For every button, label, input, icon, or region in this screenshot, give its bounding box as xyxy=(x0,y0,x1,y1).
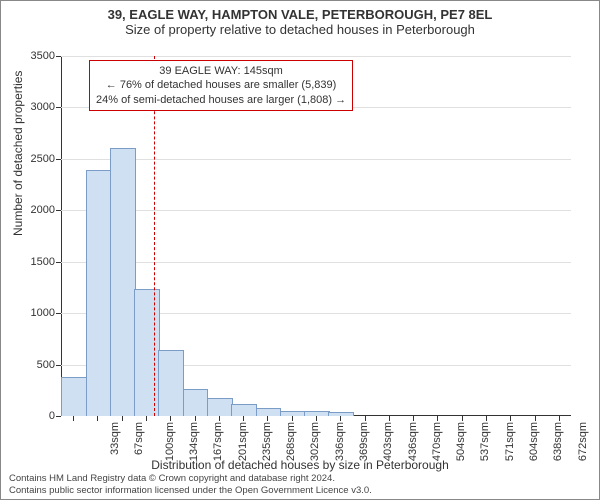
histogram-bar xyxy=(110,148,136,416)
histogram-bar xyxy=(231,404,257,416)
xtick-mark xyxy=(195,416,196,421)
ytick-label: 1500 xyxy=(31,256,61,268)
xtick-label: 638sqm xyxy=(552,422,564,461)
xtick-mark xyxy=(462,416,463,421)
xtick-mark xyxy=(316,416,317,421)
gridline xyxy=(61,210,571,211)
xtick-mark xyxy=(122,416,123,421)
xtick-label: 268sqm xyxy=(285,422,297,461)
xtick-label: 33sqm xyxy=(109,422,121,455)
xtick-mark xyxy=(365,416,366,421)
xtick-mark xyxy=(219,416,220,421)
xtick-label: 571sqm xyxy=(504,422,516,461)
xtick-label: 235sqm xyxy=(261,422,273,461)
xtick-label: 336sqm xyxy=(334,422,346,461)
xtick-mark xyxy=(267,416,268,421)
footer-line-2: Contains public sector information licen… xyxy=(9,485,591,496)
xtick-label: 167sqm xyxy=(212,422,224,461)
plot-area: 39 EAGLE WAY: 145sqm ← 76% of detached h… xyxy=(61,56,571,416)
histogram-bar xyxy=(158,350,184,416)
info-line-2: ← 76% of detached houses are smaller (5,… xyxy=(96,78,346,92)
xtick-label: 100sqm xyxy=(164,422,176,461)
figure-frame: 39, EAGLE WAY, HAMPTON VALE, PETERBOROUG… xyxy=(0,0,600,500)
xtick-mark xyxy=(535,416,536,421)
xtick-label: 672sqm xyxy=(577,422,589,461)
xtick-mark xyxy=(243,416,244,421)
xtick-mark xyxy=(73,416,74,421)
xtick-mark xyxy=(413,416,414,421)
xtick-mark xyxy=(437,416,438,421)
gridline xyxy=(61,159,571,160)
ytick-label: 2500 xyxy=(31,153,61,165)
y-axis-label: Number of detached properties xyxy=(11,71,25,236)
title-block: 39, EAGLE WAY, HAMPTON VALE, PETERBOROUG… xyxy=(1,1,599,37)
xtick-label: 67sqm xyxy=(133,422,145,455)
ytick-label: 3000 xyxy=(31,101,61,113)
xtick-label: 470sqm xyxy=(431,422,443,461)
xtick-label: 436sqm xyxy=(407,422,419,461)
histogram-bar xyxy=(134,289,160,417)
xtick-mark xyxy=(146,416,147,421)
marker-info-box: 39 EAGLE WAY: 145sqm ← 76% of detached h… xyxy=(89,60,353,111)
xtick-label: 537sqm xyxy=(480,422,492,461)
xtick-label: 302sqm xyxy=(310,422,322,461)
y-axis-line xyxy=(61,56,62,416)
footer-line-1: Contains HM Land Registry data © Crown c… xyxy=(9,473,591,484)
gridline xyxy=(61,56,571,57)
histogram-bar xyxy=(280,411,306,416)
ytick-label: 0 xyxy=(49,410,61,422)
x-axis-label: Distribution of detached houses by size … xyxy=(1,458,599,472)
ytick-label: 2000 xyxy=(31,204,61,216)
ytick-label: 1000 xyxy=(31,307,61,319)
xtick-mark xyxy=(97,416,98,421)
xtick-mark xyxy=(292,416,293,421)
xtick-mark xyxy=(170,416,171,421)
info-line-3: 24% of semi-detached houses are larger (… xyxy=(96,93,346,107)
xtick-mark xyxy=(510,416,511,421)
xtick-mark xyxy=(340,416,341,421)
xtick-mark xyxy=(389,416,390,421)
xtick-mark xyxy=(486,416,487,421)
xtick-label: 369sqm xyxy=(358,422,370,461)
footer-attribution: Contains HM Land Registry data © Crown c… xyxy=(9,473,591,496)
xtick-label: 134sqm xyxy=(188,422,200,461)
histogram-bar xyxy=(183,389,209,416)
histogram-bar xyxy=(61,377,87,416)
histogram-bar xyxy=(207,398,233,416)
histogram-bar xyxy=(86,170,112,416)
info-line-1: 39 EAGLE WAY: 145sqm xyxy=(96,64,346,78)
xtick-label: 201sqm xyxy=(237,422,249,461)
ytick-label: 3500 xyxy=(31,50,61,62)
title-address: 39, EAGLE WAY, HAMPTON VALE, PETERBOROUG… xyxy=(1,7,599,22)
xtick-label: 403sqm xyxy=(382,422,394,461)
histogram-bar xyxy=(256,408,282,416)
xtick-mark xyxy=(559,416,560,421)
xtick-label: 504sqm xyxy=(455,422,467,461)
title-subtitle: Size of property relative to detached ho… xyxy=(1,22,599,37)
ytick-label: 500 xyxy=(37,359,61,371)
gridline xyxy=(61,262,571,263)
xtick-label: 604sqm xyxy=(528,422,540,461)
